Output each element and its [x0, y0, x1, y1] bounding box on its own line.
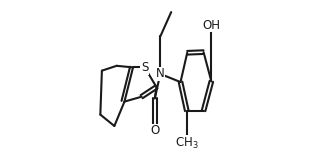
Text: CH$_3$: CH$_3$	[175, 136, 199, 151]
Text: OH: OH	[202, 19, 220, 32]
Text: O: O	[150, 124, 159, 137]
Text: N: N	[156, 67, 165, 80]
Text: S: S	[141, 61, 148, 74]
